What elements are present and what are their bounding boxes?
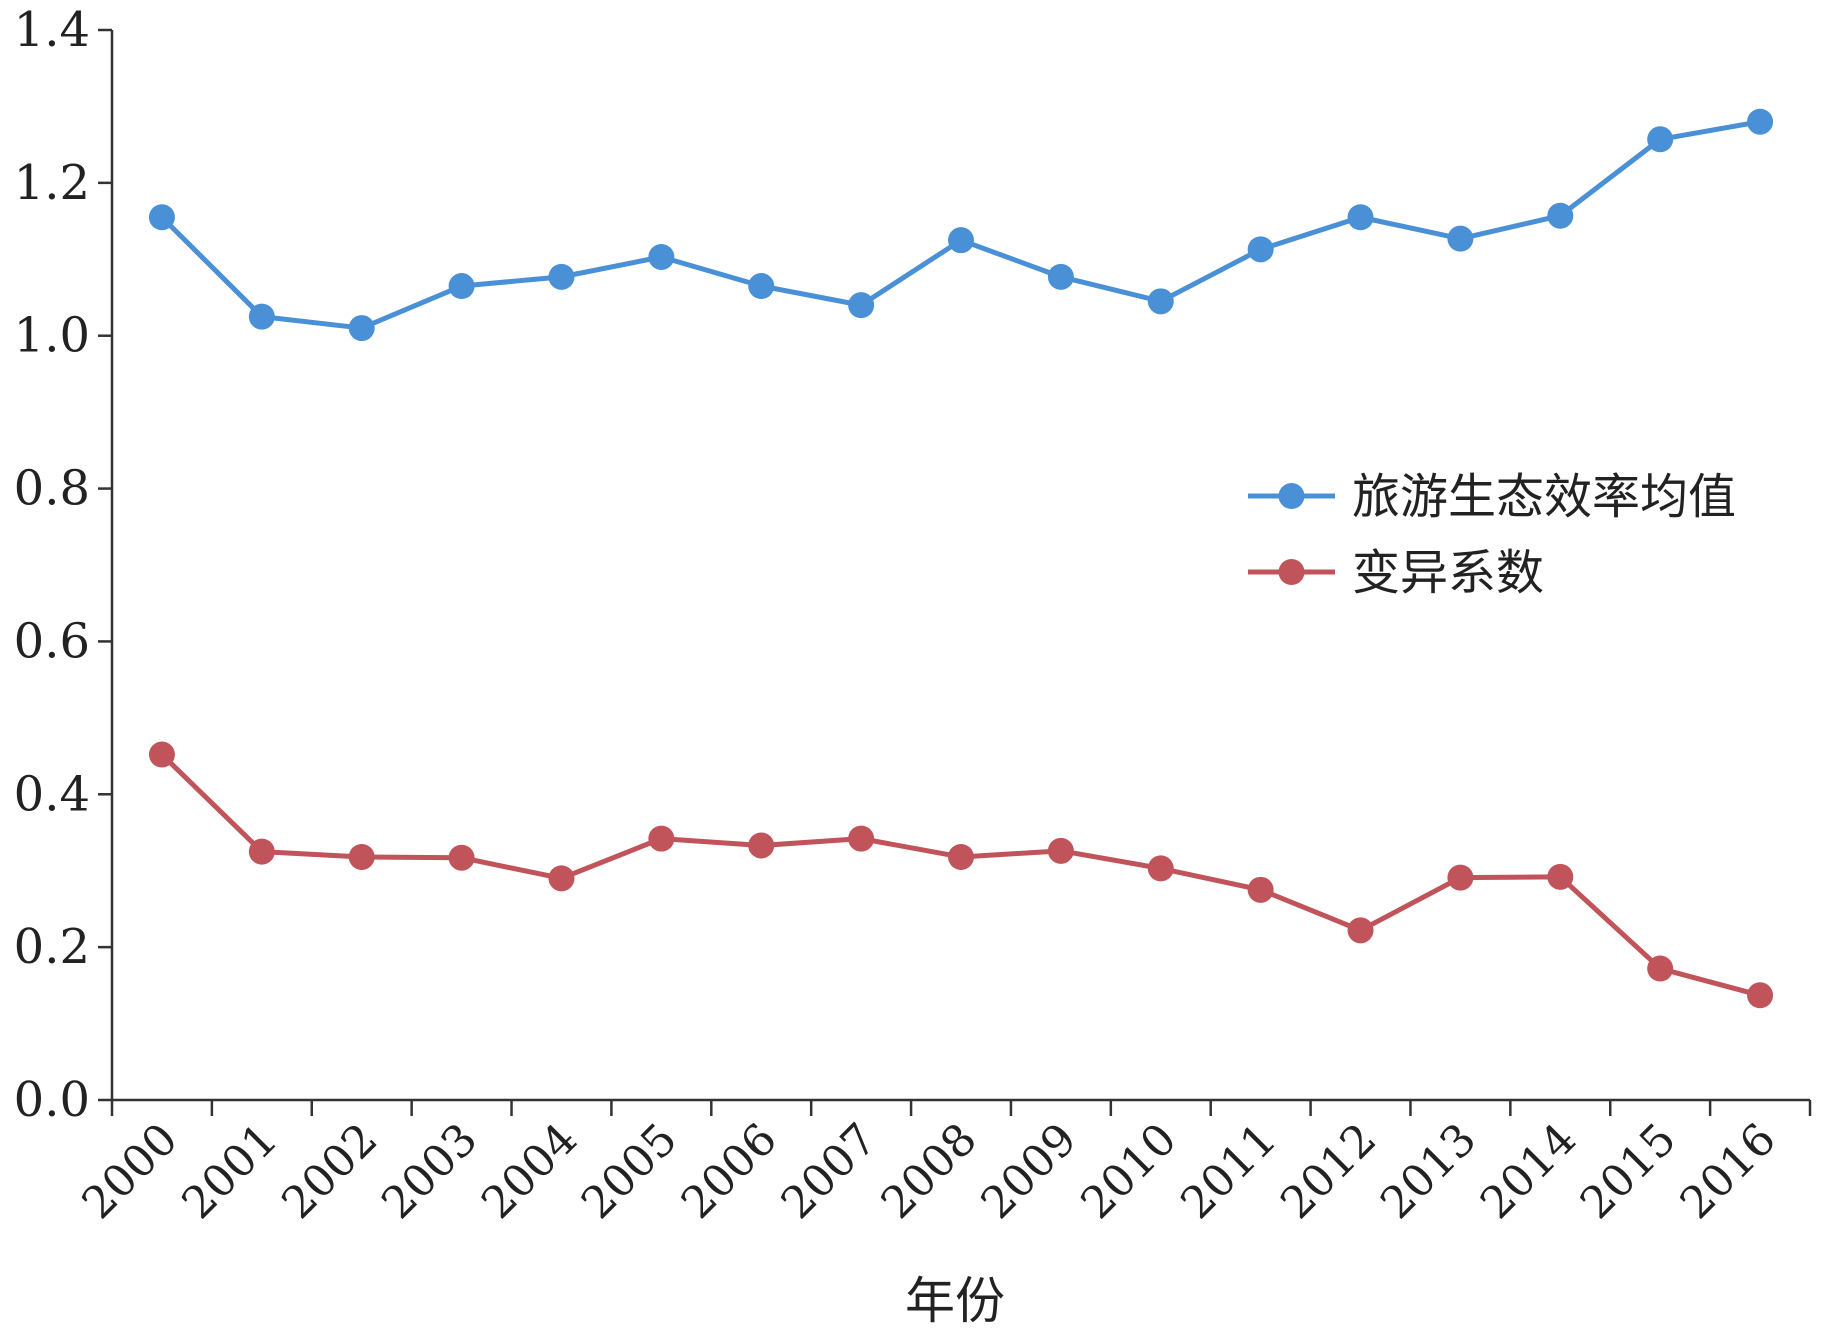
- x-tick-label: 2015: [1571, 1114, 1686, 1229]
- data-point: [1347, 917, 1374, 944]
- x-tick-label: 2012: [1271, 1114, 1386, 1229]
- x-tick-label: 2004: [472, 1114, 587, 1229]
- legend-marker: [1278, 559, 1305, 585]
- data-point: [1547, 202, 1574, 229]
- data-point: [248, 303, 275, 330]
- x-tick-label: 2001: [172, 1114, 287, 1229]
- legend-marker: [1278, 483, 1305, 509]
- y-tick-label: 1.2: [14, 155, 90, 211]
- data-point: [148, 741, 175, 768]
- legend-label: 变异系数: [1352, 545, 1544, 601]
- legend-item: 变异系数: [1248, 545, 1544, 601]
- x-tick-label: 2016: [1671, 1114, 1786, 1229]
- data-point: [548, 263, 575, 290]
- x-tick-label: 2000: [72, 1114, 187, 1229]
- data-point: [748, 273, 775, 300]
- y-tick-label: 0.4: [14, 766, 90, 822]
- legend-label: 旅游生态效率均值: [1352, 469, 1736, 525]
- data-point: [1547, 863, 1574, 890]
- x-tick-label: 2007: [772, 1114, 887, 1229]
- series-layer: [148, 108, 1774, 1009]
- y-tick-label: 1.0: [14, 308, 90, 364]
- x-tick-label: 2006: [672, 1114, 787, 1229]
- data-point: [548, 865, 575, 892]
- data-point: [648, 243, 675, 270]
- x-tick-label: 2009: [971, 1114, 1086, 1229]
- data-point: [948, 843, 974, 870]
- data-point: [448, 273, 475, 300]
- x-tick-label: 2005: [572, 1114, 687, 1229]
- x-tick-label: 2008: [872, 1114, 987, 1229]
- data-point: [1347, 204, 1374, 231]
- data-point: [148, 204, 175, 231]
- y-tick-label: 0.2: [14, 919, 90, 975]
- data-point: [848, 825, 875, 852]
- data-point: [1647, 126, 1674, 153]
- data-point: [648, 825, 675, 852]
- data-point: [1647, 955, 1674, 982]
- x-axis-title: 年份: [905, 1272, 1005, 1330]
- series-line: [159, 119, 1763, 331]
- data-point: [948, 227, 974, 254]
- axes: 0.0 0.2 0.4 0.6 0.8 1.0 1.2 1.4 2000200120022003…: [14, 2, 1812, 1229]
- x-tick-label: 2014: [1471, 1114, 1586, 1229]
- data-point: [1447, 864, 1474, 891]
- data-point: [1147, 288, 1174, 315]
- x-tick-label: 2010: [1071, 1114, 1186, 1229]
- x-tick-label: 2003: [372, 1114, 487, 1229]
- x-tick-label: 2013: [1371, 1114, 1486, 1229]
- x-tick-label: 2002: [272, 1114, 387, 1229]
- data-point: [248, 838, 275, 865]
- data-point: [448, 844, 475, 871]
- y-tick-label: 0.6: [14, 613, 90, 669]
- data-point: [1147, 855, 1174, 882]
- y-tick-label: 0.8: [14, 461, 90, 517]
- series-line: [159, 752, 1763, 998]
- data-point: [1447, 225, 1474, 252]
- series-1: [148, 108, 1774, 342]
- data-point: [1247, 236, 1274, 263]
- series-2: [148, 741, 1774, 1009]
- data-point: [748, 832, 775, 859]
- data-point: [348, 843, 375, 870]
- data-point: [348, 315, 375, 342]
- data-point: [1747, 108, 1774, 135]
- legend-item: 旅游生态效率均值: [1248, 469, 1736, 525]
- data-point: [1047, 263, 1074, 290]
- x-tick-label: 2011: [1171, 1114, 1286, 1229]
- data-point: [1747, 982, 1774, 1009]
- y-tick-label: 1.4: [14, 2, 90, 58]
- y-tick-label: 0.0: [14, 1072, 90, 1128]
- data-point: [1047, 837, 1074, 864]
- data-point: [1247, 876, 1274, 903]
- data-point: [848, 292, 875, 319]
